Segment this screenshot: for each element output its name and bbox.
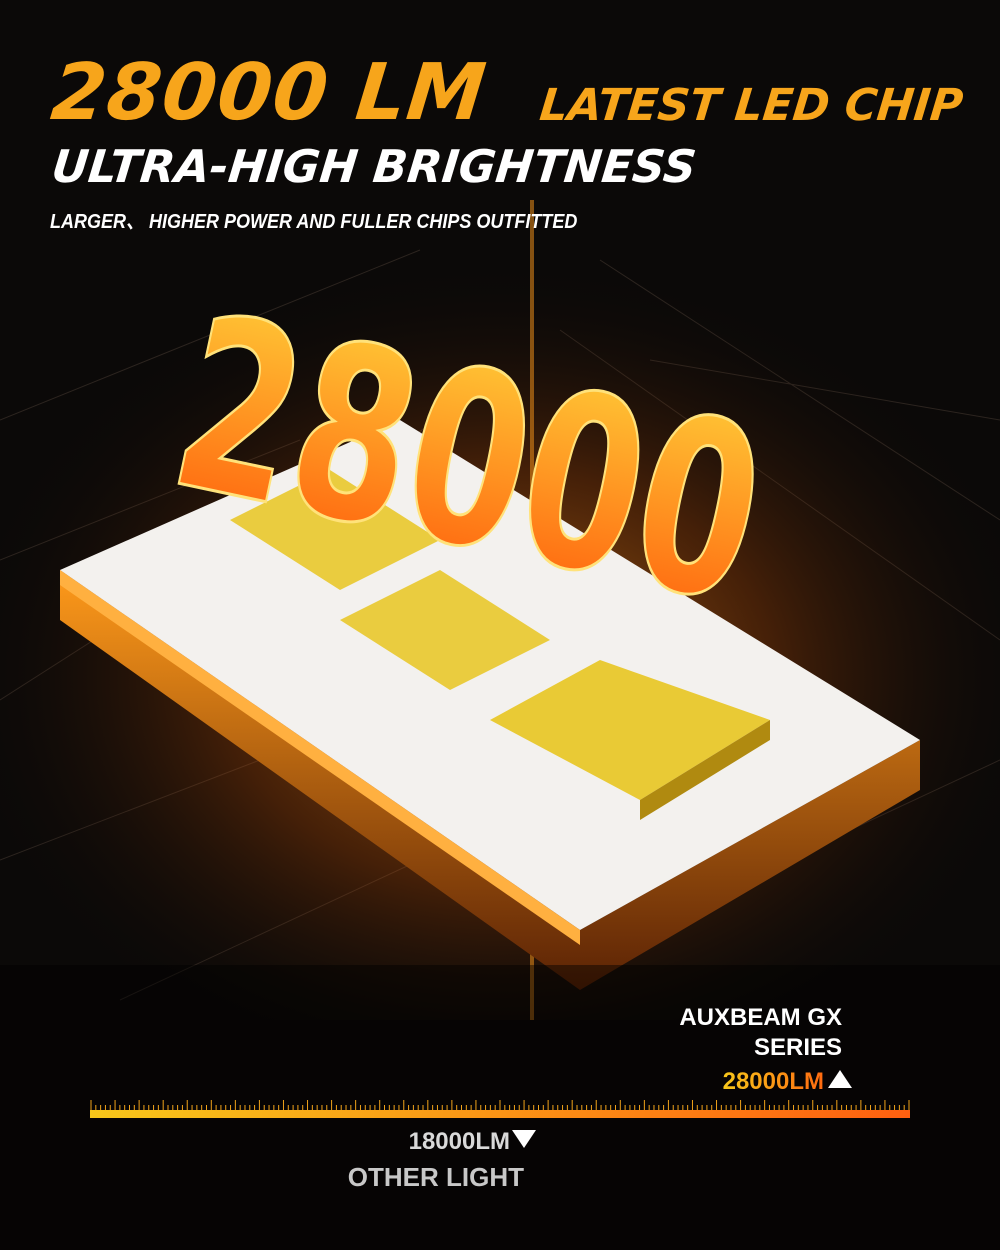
brand-label: AUXBEAM GX SERIES: [679, 1003, 842, 1063]
platform-side: [60, 570, 920, 990]
headline-lumens: 28000 LM: [47, 48, 491, 138]
brand-line1: AUXBEAM GX: [679, 1004, 842, 1031]
triangle-up-icon: [828, 1070, 852, 1088]
headline-tag: LATEST LED CHIP: [537, 80, 966, 131]
lumen-ruler: [90, 1100, 910, 1118]
other-value: 18000LM: [408, 1128, 510, 1155]
headline-subtitle: ULTRA-HIGH BRIGHTNESS: [49, 140, 699, 193]
brand-value: 28000LM: [722, 1068, 824, 1095]
other-label: OTHER LIGHT: [347, 1162, 524, 1192]
triangle-down-icon: [512, 1130, 536, 1148]
headline-caption: LARGER、 HIGHER POWER AND FULLER CHIPS OU…: [50, 211, 578, 233]
ruler-bar: [90, 1110, 910, 1118]
brand-line2: SERIES: [753, 1034, 842, 1061]
